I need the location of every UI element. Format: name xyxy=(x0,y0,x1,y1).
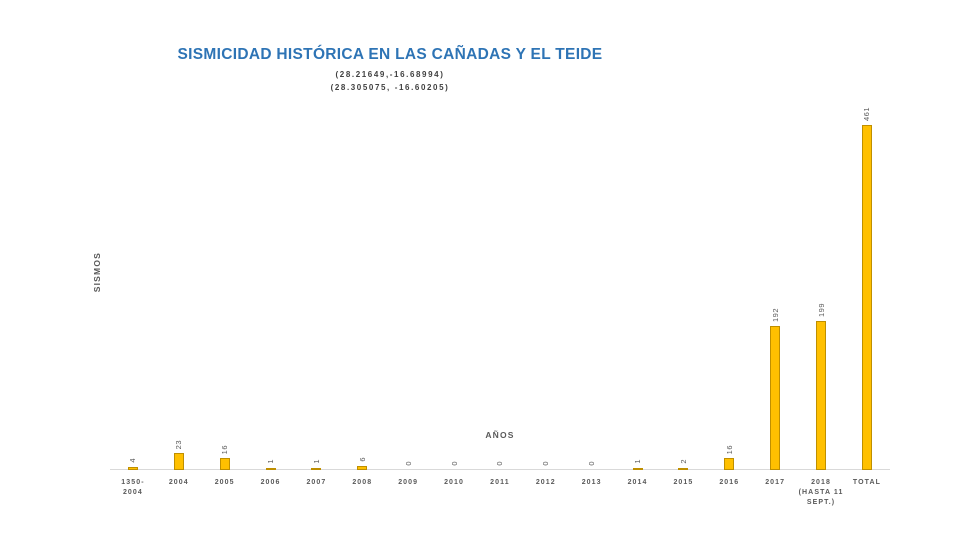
chart-title-block: SISMICIDAD HISTÓRICA EN LAS CAÑADAS Y EL… xyxy=(0,46,780,94)
chart-title: SISMICIDAD HISTÓRICA EN LAS CAÑADAS Y EL… xyxy=(177,46,603,63)
x-tick-label: 2011 xyxy=(490,479,510,486)
x-tick-label: 2010 xyxy=(444,479,465,486)
x-axis-line xyxy=(110,469,890,470)
bar xyxy=(724,458,735,470)
x-tick-label: 2005 xyxy=(214,479,235,486)
bar-value-label: 16 xyxy=(724,444,734,454)
bar-value-label: 23 xyxy=(174,439,184,449)
bar-slot: 1 2014 xyxy=(615,98,661,486)
bar xyxy=(127,467,138,470)
bar-slot: 199 2018 (HASTA 11 SEPT.) xyxy=(798,98,844,506)
bar-value-label: 4 xyxy=(128,458,138,463)
bar xyxy=(173,453,184,470)
x-tick-label: 2007 xyxy=(306,479,327,486)
x-tick-label: 2018 (HASTA 11 SEPT.) xyxy=(798,479,844,506)
bar-value-label: 16 xyxy=(220,444,230,454)
bar-slot: 4 1350- 2004 xyxy=(110,98,156,496)
bar xyxy=(861,125,872,470)
bar-value-label: 461 xyxy=(862,106,872,121)
bar-slot: 0 2012 xyxy=(523,98,569,486)
bar-slot: 0 2010 xyxy=(431,98,477,486)
bar-value-label: 192 xyxy=(770,307,780,322)
bar-value-label: 0 xyxy=(587,461,597,466)
x-tick-label: TOTAL xyxy=(852,479,882,486)
bar-slot: 461 TOTAL xyxy=(844,98,890,486)
bar-slot: 0 2013 xyxy=(569,98,615,486)
bar-slot: 2 2015 xyxy=(661,98,707,486)
bar-slot: 0 2011 xyxy=(477,98,523,486)
bar-value-label: 0 xyxy=(403,461,413,466)
bar-slot: 16 2005 xyxy=(202,98,248,486)
bar-value-label: 1 xyxy=(311,459,321,464)
plot-area: 4 1350- 2004 23 2004 16 2005 1 2006 1 2007 6 2008 0 2… xyxy=(110,98,890,506)
chart-subtitle-coords-1: (28.21649,-16.68994) xyxy=(335,70,445,79)
bar-slot: 192 2017 xyxy=(752,98,798,486)
bar-value-label: 1 xyxy=(633,459,643,464)
bar xyxy=(770,326,781,470)
bar-slot: 6 2008 xyxy=(339,98,385,486)
x-tick-label: 1350- 2004 xyxy=(121,479,145,496)
bar-slot: 16 2016 xyxy=(706,98,752,486)
bar-slot: 23 2004 xyxy=(156,98,202,486)
x-tick-label: 2009 xyxy=(398,479,419,486)
x-tick-label: 2016 xyxy=(719,479,740,486)
x-tick-label: 2014 xyxy=(627,479,648,486)
y-axis-title: SISMOS xyxy=(92,252,102,293)
bar-slot: 1 2006 xyxy=(248,98,294,486)
bar-value-label: 199 xyxy=(816,302,826,317)
bar xyxy=(357,466,368,470)
bar xyxy=(678,468,689,470)
bar-value-label: 2 xyxy=(678,459,688,464)
x-tick-label: 2017 xyxy=(765,479,786,486)
bar-value-label: 0 xyxy=(449,461,459,466)
x-axis-title: AÑOS xyxy=(485,430,515,440)
x-tick-label: 2006 xyxy=(260,479,281,486)
bar-value-label: 1 xyxy=(266,459,276,464)
x-tick-label: 2015 xyxy=(673,479,694,486)
bar-slot: 0 2009 xyxy=(385,98,431,486)
bar-value-label: 0 xyxy=(541,461,551,466)
bar-slot: 1 2007 xyxy=(294,98,340,486)
x-tick-label: 2012 xyxy=(535,479,556,486)
x-tick-label: 2008 xyxy=(352,479,373,486)
bar xyxy=(816,321,827,470)
x-tick-label: 2004 xyxy=(168,479,189,486)
bar xyxy=(311,468,322,470)
bar xyxy=(219,458,230,470)
bar xyxy=(632,468,643,470)
bar-value-label: 6 xyxy=(357,457,367,462)
bar-value-label: 0 xyxy=(495,461,505,466)
chart-subtitle-coords-2: (28.305075, -16.60205) xyxy=(330,83,450,92)
bar xyxy=(265,468,276,470)
x-tick-label: 2013 xyxy=(581,479,602,486)
